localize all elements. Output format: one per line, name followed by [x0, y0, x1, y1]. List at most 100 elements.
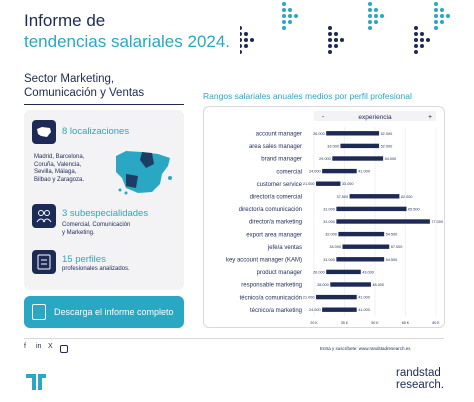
decorative-dot	[328, 50, 332, 54]
max-value-label: 62.000	[401, 195, 413, 199]
decorative-dot	[446, 14, 450, 18]
min-value-label: 24.000	[309, 170, 321, 174]
decorative-dot	[414, 26, 418, 30]
category-label: director/a comercial	[250, 195, 302, 201]
category-label: area sales manager	[249, 144, 302, 150]
max-value-label: 41.000	[358, 308, 370, 312]
chart-container: - experiencia +20 K 35 K 50 K 65 K 80 K account…	[203, 106, 445, 328]
min-value-label: 21.000	[303, 296, 315, 300]
stats-card: 8 localizaciones Madrid, Barcelona, Coru…	[24, 110, 184, 290]
max-value-label: 77.000	[431, 220, 443, 224]
legend-minus: -	[322, 114, 325, 121]
decorative-dot	[414, 38, 418, 42]
page-title: Informe de tendencias salariales 2024.	[24, 10, 230, 52]
decorative-dot	[434, 26, 438, 30]
linkedin-icon[interactable]: in	[36, 343, 42, 350]
category-label: responsable marketing	[241, 283, 302, 289]
salary-range-chart: - experiencia +20 K 35 K 50 K 65 K 80 K account…	[226, 111, 443, 325]
decorative-dot	[282, 8, 286, 12]
min-value-label: 31.000	[323, 220, 335, 224]
decorative-dot	[374, 14, 378, 18]
category-label: customer service	[257, 182, 303, 188]
x-icon[interactable]: X	[48, 343, 53, 350]
category-label: comercial	[276, 169, 302, 175]
subespecialidades-list: Comercial, Comunicación y Marketing.	[62, 222, 130, 237]
city-line: Sevilla, Málaga,	[34, 169, 77, 175]
decorative-dot	[414, 32, 418, 36]
salary-range-bar	[349, 194, 400, 199]
decorative-dot	[282, 26, 286, 30]
document-icon	[32, 304, 46, 320]
download-report-button[interactable]: Descarga el informe completo	[24, 296, 184, 328]
spain-map-icon	[116, 151, 172, 195]
salary-range-bar	[326, 269, 361, 275]
max-value-label: 65.500	[408, 207, 420, 211]
salary-range-bar	[326, 131, 380, 136]
decorative-dot	[334, 32, 338, 36]
section-divider	[24, 104, 184, 105]
decorative-dot	[240, 26, 242, 30]
max-value-label: 52.000	[381, 132, 393, 136]
decorative-dots-pattern	[240, 2, 450, 54]
decorative-dot	[368, 26, 372, 30]
decorative-dot	[380, 14, 384, 18]
x-tick-label: 50 K	[371, 321, 379, 325]
min-value-label: 31.000	[323, 207, 335, 211]
min-value-label: 24.000	[309, 308, 321, 312]
decorative-dot	[288, 8, 292, 12]
brand-line-2: research.	[396, 379, 444, 391]
category-label: director/a marketing	[249, 220, 302, 226]
max-value-label: 54.000	[385, 157, 397, 161]
subscribe-link[interactable]: Entra y suscríbete: www.randstadresearch…	[320, 346, 411, 351]
people-icon	[32, 204, 56, 228]
category-label: account manager	[256, 132, 302, 138]
min-value-label: 28.000	[317, 283, 329, 287]
instagram-icon[interactable]: ig	[60, 345, 68, 353]
decorative-dot	[240, 44, 242, 48]
salary-range-bar	[322, 307, 357, 312]
decorative-dot	[434, 2, 438, 6]
brand-wordmark: randstad research.	[396, 367, 444, 391]
category-label: técnico/a marketing	[250, 308, 302, 314]
decorative-dot	[434, 8, 438, 12]
decorative-dot	[368, 20, 372, 24]
legend-bar	[314, 111, 436, 121]
perfiles-title: 15 perfiles	[62, 254, 106, 265]
decorative-dot	[288, 20, 292, 24]
salary-range-bar	[322, 168, 357, 174]
max-value-label: 33.000	[342, 182, 354, 186]
decorative-dot	[368, 8, 372, 12]
randstad-logo-icon	[26, 374, 46, 390]
decorative-dot	[414, 50, 418, 54]
subespecialidades-title: 3 subespecialidades	[62, 208, 149, 219]
category-label: product manager	[257, 270, 302, 276]
decorative-dot	[420, 44, 424, 48]
subesp-line: y Marketing.	[62, 229, 95, 236]
decorative-dot	[440, 14, 444, 18]
footer-divider	[24, 338, 444, 339]
localizaciones-title: 8 localizaciones	[62, 126, 130, 137]
facebook-icon[interactable]: f	[24, 343, 26, 350]
min-value-label: 26.000	[313, 132, 325, 136]
min-value-label: 34.000	[329, 245, 341, 249]
download-report-label: Descarga el informe completo	[54, 307, 174, 317]
decorative-dot	[434, 14, 438, 18]
max-value-label: 54.500	[386, 258, 398, 262]
subesp-line: Comercial, Comunicación	[62, 222, 131, 228]
max-value-label: 43.000	[362, 270, 374, 274]
city-line: Coruña, Valencia,	[34, 161, 82, 168]
city-line: Bilbao y Zaragoza.	[34, 176, 85, 183]
title-line-2: tendencias salariales 2024.	[24, 32, 231, 51]
decorative-dot	[240, 50, 242, 54]
salary-range-bar	[336, 219, 430, 224]
max-value-label: 57.000	[391, 245, 403, 249]
salary-range-bar	[340, 143, 380, 149]
decorative-dot	[368, 14, 372, 18]
salary-range-bar	[316, 181, 341, 186]
max-value-label: 52.000	[381, 144, 393, 148]
category-label: key account manager (KAM)	[226, 258, 302, 264]
decorative-dot	[420, 32, 424, 36]
decorative-dot	[240, 38, 242, 42]
salary-range-bar	[338, 231, 385, 237]
salary-range-bar	[332, 156, 384, 161]
